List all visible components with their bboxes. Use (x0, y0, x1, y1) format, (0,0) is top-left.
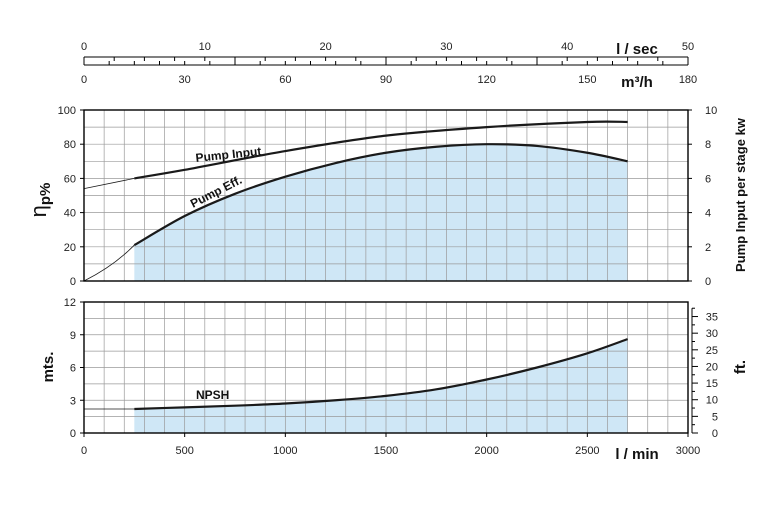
ft-tick-label: 25 (706, 345, 718, 357)
top-left-tick-label: 100 (58, 105, 76, 117)
eta-symbol: η (26, 205, 51, 217)
top-left-tick-label: 20 (64, 242, 76, 254)
top-right-tick-label: 6 (705, 173, 711, 185)
top-right-tick-label: 2 (705, 242, 711, 254)
lmin-unit-label: l / min (615, 446, 658, 463)
bottom-left-tick-label: 0 (70, 428, 76, 440)
bottom-grid (84, 302, 688, 433)
ft-tick-label: 0 (712, 428, 718, 440)
pump-input-label: Pump Input (195, 144, 262, 165)
lsec-unit-label: l / sec (616, 41, 658, 58)
bottom-left-axis-title: mts. (40, 352, 57, 383)
top-right-tick-label: 4 (705, 208, 711, 220)
npsh-area-fill (134, 339, 628, 433)
lmin-tick-label: 3000 (676, 445, 700, 457)
m3h-tick-label: 150 (578, 74, 596, 86)
ft-tick-label: 15 (706, 378, 718, 390)
lsec-tick-label: 0 (81, 41, 87, 53)
lmin-tick-label: 1000 (273, 445, 297, 457)
lmin-tick-label: 500 (175, 445, 193, 457)
top-right-axis-title: Pump Input per stage kw (733, 117, 748, 272)
top-right-tick-label: 0 (705, 276, 711, 288)
top-left-tick-label: 0 (70, 276, 76, 288)
lmin-tick-label: 2500 (575, 445, 599, 457)
top-left-tick-label: 60 (64, 173, 76, 185)
lsec-tick-label: 50 (682, 41, 694, 53)
bottom-left-tick-label: 12 (64, 297, 76, 309)
pump-input-extrapolated-line (83, 178, 135, 190)
top-left-axis-title: ηp% (26, 183, 54, 218)
eta-subscript: p% (37, 183, 54, 206)
efficiency-curve (133, 143, 628, 247)
bottom-left-tick-label: 6 (70, 363, 76, 375)
lmin-tick-label: 1500 (374, 445, 398, 457)
m3h-tick-label: 120 (477, 74, 495, 86)
efficiency-extrapolated-line (83, 244, 135, 282)
m3h-tick-label: 60 (279, 74, 291, 86)
m3h-tick-label: 90 (380, 74, 392, 86)
ft-tick-label: 10 (706, 395, 718, 407)
top-right-tick-label: 8 (705, 139, 711, 151)
top-right-tick-label: 10 (705, 105, 717, 117)
lsec-tick-label: 30 (440, 41, 452, 53)
m3h-tick-label: 0 (81, 74, 87, 86)
ft-tick-label: 20 (706, 361, 718, 373)
m3h-tick-label: 30 (179, 74, 191, 86)
bottom-left-tick-label: 9 (70, 330, 76, 342)
ft-tick-label: 35 (706, 312, 718, 324)
lsec-tick-label: 20 (319, 41, 331, 53)
npsh-curve (134, 338, 628, 411)
pump-input-curve (134, 120, 628, 180)
bottom-right-axis-title: ft. (732, 360, 749, 374)
lsec-tick-label: 40 (561, 41, 573, 53)
top-grid (84, 110, 688, 281)
bottom-left-tick-label: 3 (70, 395, 76, 407)
m3h-unit-label: m³/h (621, 74, 653, 91)
m3h-tick-label: 180 (679, 74, 697, 86)
ft-tick-label: 30 (706, 328, 718, 340)
lsec-tick-label: 10 (199, 41, 211, 53)
lmin-tick-label: 0 (81, 445, 87, 457)
lmin-tick-label: 2000 (474, 445, 498, 457)
top-left-tick-label: 80 (64, 139, 76, 151)
top-plot-frame (83, 109, 689, 282)
ft-tick-label: 5 (712, 411, 718, 423)
npsh-label: NPSH (196, 388, 229, 402)
top-left-tick-label: 40 (64, 208, 76, 220)
